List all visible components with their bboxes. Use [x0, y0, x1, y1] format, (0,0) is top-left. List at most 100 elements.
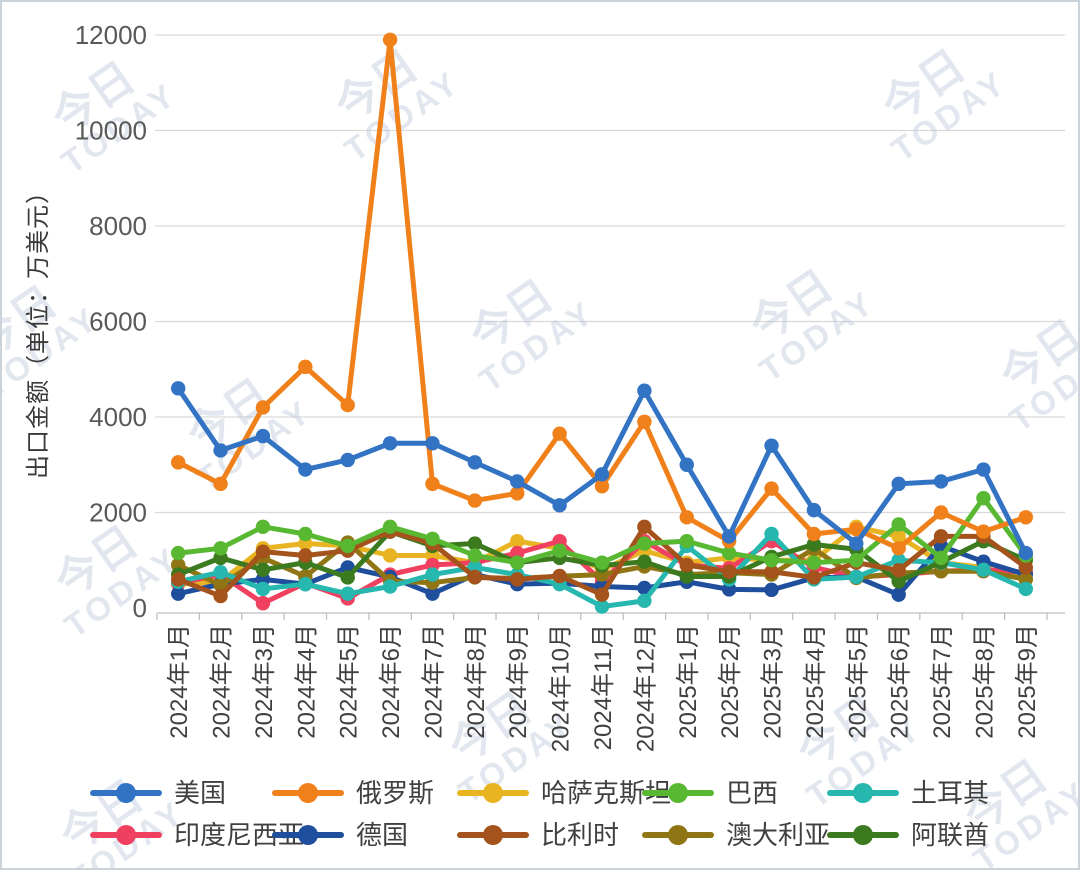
svg-text:10000: 10000: [75, 116, 147, 146]
data-point: [1018, 545, 1034, 561]
legend-item-阿联酋: 阿联酋: [827, 822, 989, 848]
data-point: [891, 553, 906, 568]
data-point: [552, 426, 567, 441]
data-point: [552, 498, 567, 513]
svg-text:0: 0: [133, 593, 147, 623]
data-point: [891, 574, 906, 589]
legend: 美国 俄罗斯 哈萨克斯坦 巴西 土耳其 印度尼西亚 德国 比利时 澳大利亚 阿联酋: [90, 772, 1070, 856]
data-point: [764, 481, 779, 496]
data-point: [891, 476, 906, 492]
data-point: [637, 383, 652, 398]
y-tick-labels: 0 2000 4000 6000 8000 10000 12000: [75, 20, 147, 623]
series-俄罗斯: [170, 32, 1034, 556]
svg-text:2025年8月: 2025年8月: [971, 624, 998, 739]
data-point: [1018, 510, 1034, 525]
data-point: [425, 567, 440, 582]
svg-text:2025年2月: 2025年2月: [717, 624, 744, 739]
data-point: [340, 570, 355, 585]
data-point: [679, 557, 694, 573]
svg-text:2025年9月: 2025年9月: [1014, 624, 1041, 739]
data-point: [510, 533, 525, 549]
legend-swatch: [272, 783, 344, 803]
legend-swatch: [642, 783, 714, 803]
data-point: [849, 536, 864, 551]
data-point: [594, 555, 610, 570]
svg-text:2024年3月: 2024年3月: [251, 624, 278, 739]
data-point: [552, 543, 567, 558]
data-point: [806, 502, 822, 518]
svg-text:2024年2月: 2024年2月: [209, 624, 236, 739]
data-point: [255, 562, 271, 577]
legend-swatch: [457, 783, 529, 803]
data-point: [213, 588, 228, 604]
legend-label: 阿联酋: [911, 820, 990, 850]
data-point: [382, 32, 398, 47]
data-point: [425, 436, 440, 451]
svg-text:2000: 2000: [89, 498, 147, 528]
legend-item-土耳其: 土耳其: [827, 780, 989, 806]
legend-label: 澳大利亚: [726, 820, 831, 850]
gridlines: [155, 34, 1065, 514]
data-point: [637, 593, 652, 609]
series-美国: [170, 381, 1034, 561]
svg-text:2025年7月: 2025年7月: [929, 624, 956, 739]
data-point: [806, 537, 822, 552]
data-point: [891, 541, 906, 556]
data-point: [340, 452, 355, 468]
data-point: [340, 397, 355, 413]
svg-text:2024年1月: 2024年1月: [166, 624, 193, 739]
data-point: [298, 526, 313, 542]
legend-row-1: 美国 俄罗斯 哈萨克斯坦 巴西 土耳其: [90, 772, 1070, 814]
svg-text:2024年4月: 2024年4月: [293, 624, 320, 739]
data-point: [891, 563, 906, 578]
data-point: [764, 526, 779, 542]
legend-label: 巴西: [726, 778, 779, 808]
data-point: [976, 562, 991, 577]
svg-text:2024年5月: 2024年5月: [336, 624, 363, 739]
svg-text:2024年9月: 2024年9月: [505, 624, 532, 739]
data-point: [510, 572, 525, 587]
legend-item-澳大利亚: 澳大利亚: [642, 820, 831, 850]
data-point: [637, 580, 652, 596]
y-axis-title: 出口金额（单位：万美元）: [25, 179, 52, 479]
legend-row-2: 印度尼西亚 德国 比利时 澳大利亚 阿联酋: [90, 814, 1070, 856]
data-point: [298, 576, 313, 592]
legend-swatch: [90, 783, 162, 803]
legend-swatch: [827, 783, 899, 803]
data-point: [594, 587, 610, 602]
data-point: [679, 457, 694, 472]
svg-text:2024年11月: 2024年11月: [590, 624, 617, 750]
data-point: [213, 564, 228, 580]
legend-swatch: [90, 825, 162, 845]
data-point: [255, 428, 271, 444]
data-point: [467, 569, 483, 585]
legend-item-印度尼西亚: 印度尼西亚: [90, 822, 304, 848]
data-point: [170, 586, 186, 601]
data-point: [933, 529, 949, 544]
legend-item-美国: 美国: [90, 780, 272, 806]
data-point: [255, 519, 271, 535]
data-point: [1018, 581, 1034, 597]
svg-text:2025年1月: 2025年1月: [675, 624, 702, 739]
data-point: [764, 582, 779, 598]
data-point: [425, 476, 440, 492]
legend-item-哈萨克斯坦: 哈萨克斯坦: [457, 780, 671, 806]
legend-label: 土耳其: [911, 778, 990, 808]
data-point: [976, 462, 991, 477]
data-point: [679, 569, 694, 584]
data-point: [213, 541, 228, 556]
data-point: [510, 555, 525, 570]
data-point: [552, 568, 567, 584]
data-point: [382, 436, 398, 451]
data-point: [170, 455, 186, 470]
data-point: [679, 533, 694, 549]
legend-label: 比利时: [541, 820, 620, 850]
data-point: [849, 553, 864, 568]
data-point: [170, 572, 186, 587]
svg-text:2024年8月: 2024年8月: [463, 624, 490, 739]
